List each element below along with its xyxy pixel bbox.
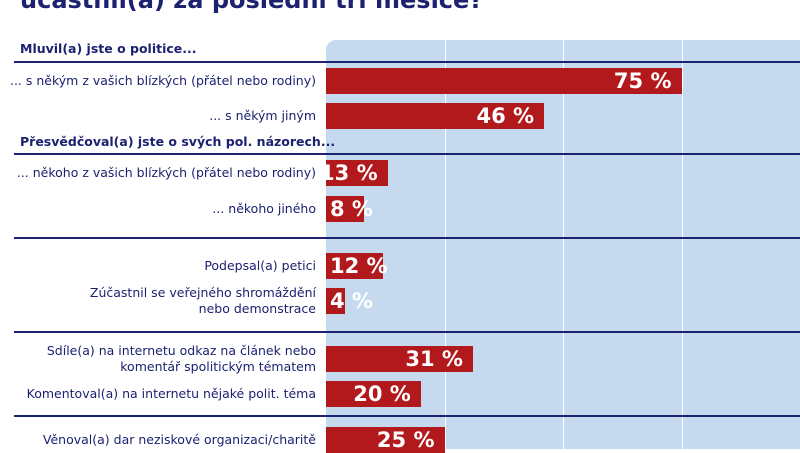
bar-label: ... s někým z vašich blízkých (přátel ne… (9, 73, 316, 88)
bar-value: 46 % (476, 104, 535, 128)
gridline (563, 40, 564, 449)
bar-value: 25 % (376, 428, 435, 452)
bar (326, 346, 473, 372)
bar-value: 8 % (330, 197, 373, 221)
bar (326, 103, 545, 129)
bar-label: Věnoval(a) dar neziskové organizaci/char… (42, 432, 316, 447)
bar-label: ... někoho jiného (212, 201, 316, 216)
bar-value: 12 % (330, 254, 388, 278)
bar-value: 75 % (613, 69, 672, 93)
section-divider (14, 415, 800, 417)
bar-value: 4 % (330, 289, 373, 313)
group-header: Mluvil(a) jste o politice... (20, 41, 197, 56)
bar-label: Podepsal(a) petici (204, 258, 316, 273)
chart-title: účastnil(a) za poslední tři měsíce? (20, 0, 484, 14)
bar-label: Komentoval(a) na internetu nějaké polit.… (26, 386, 316, 401)
bar-label: ... někoho z vašich blízkých (přátel neb… (16, 165, 316, 180)
section-divider (14, 153, 800, 155)
bar-value: 31 % (405, 347, 463, 371)
bar (326, 160, 388, 186)
bar-label: ... s někým jiným (209, 108, 316, 123)
section-divider (14, 331, 800, 333)
bar-value: 20 % (353, 382, 411, 406)
bar (326, 196, 364, 222)
group-header: Přesvědčoval(a) jste o svých pol. názore… (20, 134, 336, 149)
gridline (444, 40, 446, 449)
bar-label: Sdíle(a) na internetu odkaz na článek ne… (46, 343, 316, 374)
bar (326, 68, 682, 94)
section-divider (14, 237, 800, 239)
bar (326, 253, 383, 279)
gridline (681, 40, 683, 449)
bar-label: Zúčastnil se veřejného shromáždění nebo … (89, 285, 316, 316)
bar (326, 288, 345, 314)
bar-value: 13 % (320, 161, 378, 185)
section-divider (14, 61, 800, 63)
bar (326, 381, 421, 407)
